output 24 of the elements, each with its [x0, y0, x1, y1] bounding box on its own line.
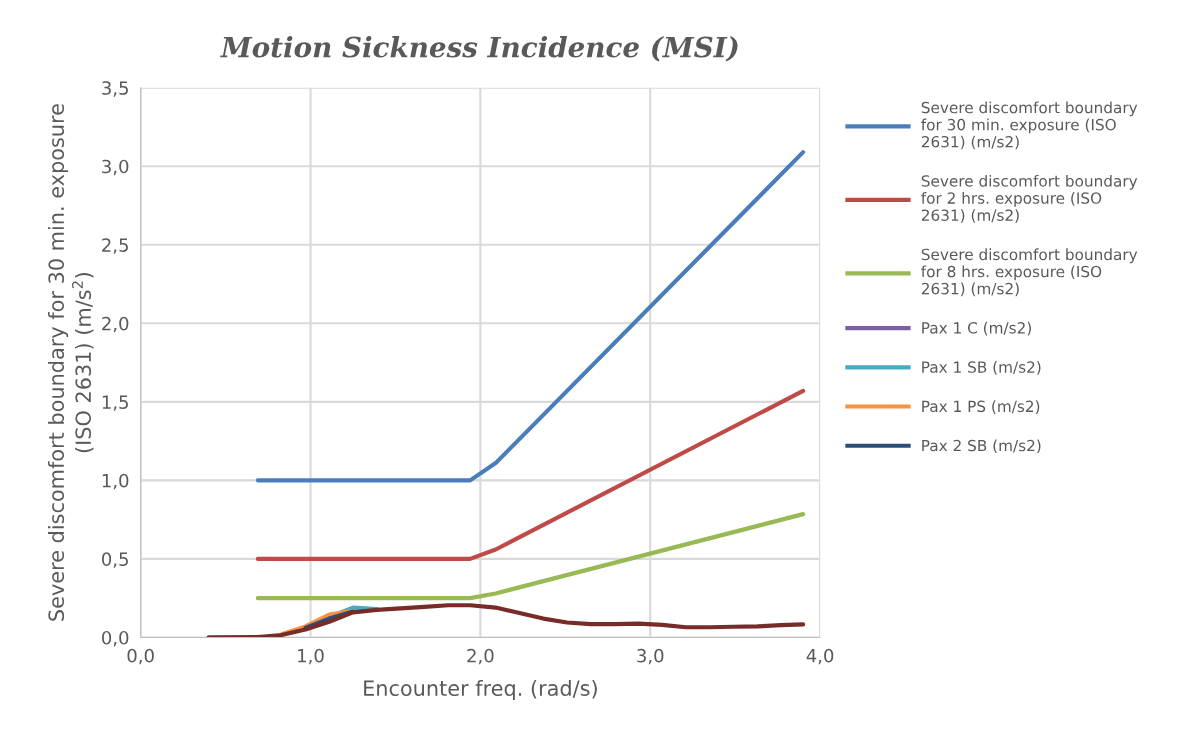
- chart-title: Motion Sickness Incidence (MSI): [220, 36, 738, 62]
- y-tick-label: 0,5: [102, 552, 128, 568]
- y-tick-label: 2,5: [102, 238, 128, 254]
- legend-label: Pax 1 PS (m/s2): [922, 400, 1040, 414]
- y-tick-label: 3,5: [102, 81, 128, 97]
- legend-label: Severe discomfort boundary for 2 hrs. exposure (ISO 2631) (m/s2): [921, 174, 1138, 223]
- y-tick-label: 1,0: [102, 473, 129, 490]
- legend-label: Pax 1 C (m/s2): [922, 321, 1031, 336]
- x-tick-label: 1,0: [298, 648, 324, 665]
- x-tick-label: 0,0: [127, 648, 154, 665]
- y-tick-label: 1,5: [102, 395, 128, 411]
- y-axis-title: Severe discomfort boundary for 30 min. exposure (ISO 2631) (m/s$^{2}$): [47, 104, 94, 621]
- legend-label: Severe discomfort boundary for 8 hrs. exposure (ISO 2631) (m/s2): [921, 248, 1138, 297]
- y-tick-label: 0,0: [102, 630, 129, 647]
- x-tick-label: 2,0: [467, 648, 494, 665]
- x-tick-label: 3,0: [637, 648, 664, 665]
- legend-label: Pax 1 SB (m/s2): [922, 361, 1041, 375]
- x-tick-label: 4,0: [806, 648, 834, 665]
- y-tick-label: 3,0: [102, 159, 129, 176]
- line-series: [206, 603, 806, 638]
- x-axis-title: Encounter freq. (rad/s): [364, 679, 597, 701]
- legend-label: Pax 2 SB (m/s2): [922, 439, 1041, 454]
- legend-label: Severe discomfort boundary for 30 min. exposure (ISO 2631) (m/s2): [921, 101, 1138, 150]
- y-tick-label: 2,0: [102, 316, 129, 333]
